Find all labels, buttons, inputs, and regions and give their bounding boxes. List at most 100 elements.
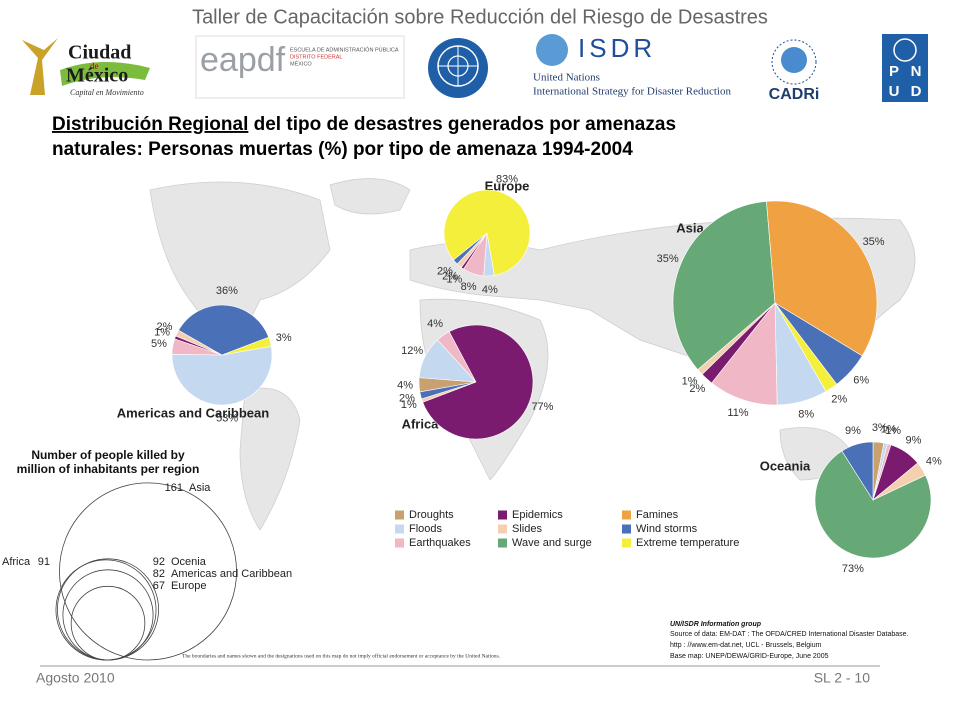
logo-letter: P xyxy=(889,63,899,80)
pie-value-label: 1% xyxy=(682,375,698,387)
legend-label: Wave and surge xyxy=(512,537,592,549)
pie-value-label: 2% xyxy=(399,393,415,405)
pie-value-label: 83% xyxy=(496,174,518,186)
pie-title: Oceania xyxy=(760,458,811,473)
logo-eapdf: eapdf ESCUELA DE ADMINISTRACIÓN PÚBLICA … xyxy=(195,35,405,99)
pie-slice xyxy=(443,189,531,276)
pie-value-label: 8% xyxy=(461,281,477,293)
logo-text: CADRi xyxy=(769,86,820,103)
pie-slice xyxy=(419,381,477,400)
pie-title: Americas and Caribbean xyxy=(117,405,270,420)
pie-value-label: 1% xyxy=(885,425,901,437)
legend-label: Wind storms xyxy=(636,523,698,535)
circle-mark xyxy=(62,569,154,661)
logo-letter: D xyxy=(911,83,922,100)
circle-mark xyxy=(70,585,146,661)
logo-isdr: ISDR United Nations International Strate… xyxy=(533,33,731,98)
pie-slice xyxy=(422,324,534,440)
logo-text: International Strategy for Disaster Redu… xyxy=(533,86,731,98)
pie-value-label: 35% xyxy=(657,253,679,265)
pie-title: Europe xyxy=(485,178,530,193)
circle-label: Ocenia xyxy=(171,556,207,568)
pie-title: Africa xyxy=(402,416,440,431)
pie-slice xyxy=(766,200,878,357)
circle-value: 67 xyxy=(153,580,165,592)
legend-swatch xyxy=(395,510,404,520)
pie-value-label: 77% xyxy=(531,401,553,413)
pie-value-label: 2% xyxy=(831,394,847,406)
pie-title: Asia xyxy=(676,220,704,235)
circles-title: million of inhabitants per region xyxy=(17,462,200,476)
pie-value-label: 8% xyxy=(798,409,814,421)
legend-swatch xyxy=(498,538,507,548)
pie-slice xyxy=(672,201,776,371)
circle-value: 92 xyxy=(153,556,165,568)
circle-label: Americas and Caribbean xyxy=(171,568,292,580)
circle-label: Europe xyxy=(171,580,206,592)
pie-slice xyxy=(221,336,272,356)
logo-pnud: P NU D xyxy=(882,34,928,102)
logo-un xyxy=(428,38,488,98)
pie-value-label: 4% xyxy=(397,379,413,391)
source-text: UN/ISDR Information group xyxy=(670,621,762,628)
logo-text: ISDR xyxy=(578,33,656,63)
pie-slice xyxy=(841,441,874,502)
logo-ciudad: Ciudad de México Capital en Movimiento xyxy=(22,38,150,97)
pie-value-label: 53% xyxy=(216,413,238,425)
pie-slice xyxy=(774,302,838,392)
circle-value: 91 xyxy=(38,556,50,568)
pie-value-label: 12% xyxy=(401,345,423,357)
pie-value-label: 35% xyxy=(863,236,885,248)
legend-swatch xyxy=(395,524,404,534)
logo-text: Capital en Movimiento xyxy=(70,88,144,97)
pie-value-label: 1% xyxy=(154,326,170,338)
logo-text: Ciudad xyxy=(68,42,131,64)
legend-label: Extreme temperature xyxy=(636,537,739,549)
legend-label: Famines xyxy=(636,509,679,521)
logo-text: United Nations xyxy=(533,72,600,84)
pie-value-label: 4% xyxy=(482,284,498,296)
pie-value-label: 1% xyxy=(446,274,462,286)
logo-letter: U xyxy=(889,83,900,100)
pie-slice xyxy=(814,450,932,559)
circle-label: Asia xyxy=(189,482,211,494)
pie-value-label: 2% xyxy=(442,270,458,282)
workshop-title: Taller de Capacitación sobre Reducción d… xyxy=(192,6,768,28)
legend-swatch xyxy=(498,524,507,534)
logo-text: eapdf xyxy=(200,41,286,79)
legend-label: Floods xyxy=(409,523,443,535)
legend-label: Epidemics xyxy=(512,509,563,521)
pie-value-label: 3% xyxy=(872,422,888,434)
pie-value-label: 9% xyxy=(845,425,861,437)
legend-label: Earthquakes xyxy=(409,537,471,549)
logo-cadri: CADRi xyxy=(769,39,820,103)
circle-value: 161 xyxy=(165,482,183,494)
logo-text: DISTRITO FEDERAL xyxy=(290,54,342,60)
pie-value-label: 1% xyxy=(881,424,897,436)
pie-value-label: 2% xyxy=(689,383,705,395)
circles-title: Number of people killed by xyxy=(31,448,185,462)
footer-slide: SL 2 - 10 xyxy=(814,670,871,686)
circle-value: 82 xyxy=(153,568,165,580)
logo-text: México xyxy=(66,65,128,87)
circle-mark xyxy=(59,482,237,661)
source-block: UN/ISDR Information group Source of data… xyxy=(670,621,909,660)
footer-date: Agosto 2010 xyxy=(36,670,115,686)
pie-value-label: 73% xyxy=(842,563,864,575)
legend-swatch xyxy=(622,524,631,534)
legend-label: Droughts xyxy=(409,509,454,521)
legend-swatch xyxy=(498,510,507,520)
logo-text: ESCUELA DE ADMINISTRACIÓN PÚBLICA xyxy=(290,46,399,53)
legend-label: Slides xyxy=(512,523,542,535)
pie-value-label: 4% xyxy=(926,455,942,467)
pie-slice xyxy=(711,302,778,406)
source-text: http : //www.em-dat.net, UCL - Brussels,… xyxy=(670,642,822,649)
map-note: The boundaries and names shown and the d… xyxy=(182,652,501,659)
slide-title: Distribución Regional del tipo de desast… xyxy=(52,114,676,135)
pie-value-label: 9% xyxy=(906,434,922,446)
pie-value-label: 2% xyxy=(437,265,453,277)
legend-swatch xyxy=(622,538,631,548)
pie-value-label: 2% xyxy=(157,321,173,333)
pie-slice xyxy=(171,345,273,406)
